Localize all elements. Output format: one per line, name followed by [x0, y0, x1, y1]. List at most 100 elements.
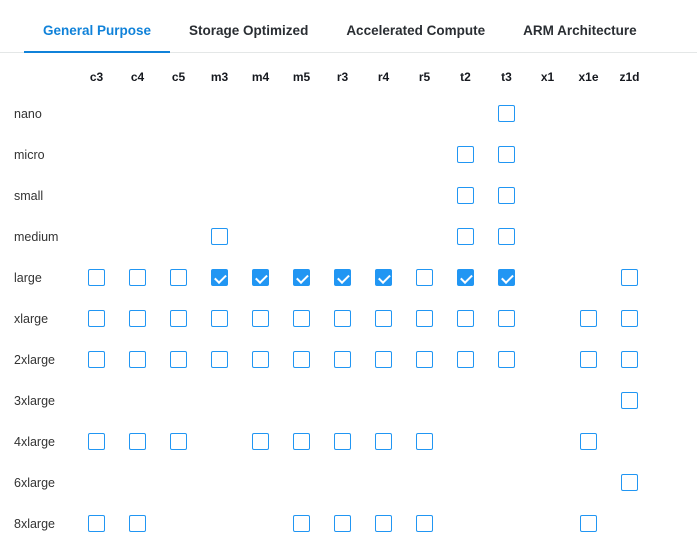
checkbox-r3-2xlarge[interactable] — [334, 351, 351, 368]
checkbox-m5-2xlarge[interactable] — [293, 351, 310, 368]
checkbox-r5-4xlarge[interactable] — [416, 433, 433, 450]
checkbox-c3-2xlarge[interactable] — [88, 351, 105, 368]
checkbox-c3-xlarge[interactable] — [88, 310, 105, 327]
checkbox-m3-xlarge[interactable] — [211, 310, 228, 327]
checkbox-c4-large[interactable] — [129, 269, 146, 286]
cell-r4-medium — [363, 216, 404, 257]
matrix-row-nano: nano — [14, 93, 697, 134]
checkbox-x1e-2xlarge[interactable] — [580, 351, 597, 368]
cell-x1-micro — [527, 134, 568, 175]
tab-arm-architecture[interactable]: ARM Architecture — [523, 23, 637, 38]
checkbox-r4-2xlarge[interactable] — [375, 351, 392, 368]
checkbox-z1d-3xlarge[interactable] — [621, 392, 638, 409]
checkbox-c3-large[interactable] — [88, 269, 105, 286]
checkbox-c5-xlarge[interactable] — [170, 310, 187, 327]
column-header-m3: m3 — [210, 70, 229, 84]
checkbox-t2-xlarge[interactable] — [457, 310, 474, 327]
checkbox-r4-xlarge[interactable] — [375, 310, 392, 327]
tab-accelerated-compute[interactable]: Accelerated Compute — [346, 23, 486, 38]
checkbox-r3-xlarge[interactable] — [334, 310, 351, 327]
checkbox-t2-micro[interactable] — [457, 146, 474, 163]
checkbox-m4-large[interactable] — [252, 269, 269, 286]
checkbox-x1e-xlarge[interactable] — [580, 310, 597, 327]
checkbox-z1d-2xlarge[interactable] — [621, 351, 638, 368]
row-label-8xlarge: 8xlarge — [14, 516, 55, 531]
cell-m5-small — [281, 175, 322, 216]
cell-r5-micro — [404, 134, 445, 175]
checkbox-c5-2xlarge[interactable] — [170, 351, 187, 368]
checkbox-t2-small[interactable] — [457, 187, 474, 204]
matrix-row-4xlarge: 4xlarge — [14, 421, 697, 462]
checkbox-r4-8xlarge[interactable] — [375, 515, 392, 532]
checkbox-m4-4xlarge[interactable] — [252, 433, 269, 450]
cell-m5-micro — [281, 134, 322, 175]
checkbox-r3-4xlarge[interactable] — [334, 433, 351, 450]
checkbox-r5-8xlarge[interactable] — [416, 515, 433, 532]
checkbox-t2-large[interactable] — [457, 269, 474, 286]
cell-c5-medium — [158, 216, 199, 257]
checkbox-m5-xlarge[interactable] — [293, 310, 310, 327]
checkbox-t3-xlarge[interactable] — [498, 310, 515, 327]
cell-c3-3xlarge — [76, 380, 117, 421]
checkbox-c4-4xlarge[interactable] — [129, 433, 146, 450]
checkbox-r5-large[interactable] — [416, 269, 433, 286]
checkbox-c5-4xlarge[interactable] — [170, 433, 187, 450]
checkbox-c4-xlarge[interactable] — [129, 310, 146, 327]
checkbox-m5-large[interactable] — [293, 269, 310, 286]
tab-storage-optimized[interactable]: Storage Optimized — [189, 23, 309, 38]
checkbox-r4-4xlarge[interactable] — [375, 433, 392, 450]
cell-r4-4xlarge — [363, 421, 404, 462]
checkbox-m3-2xlarge[interactable] — [211, 351, 228, 368]
checkbox-t2-medium[interactable] — [457, 228, 474, 245]
checkbox-r4-large[interactable] — [375, 269, 392, 286]
checkbox-z1d-large[interactable] — [621, 269, 638, 286]
cell-m5-nano — [281, 93, 322, 134]
cell-z1d-xlarge — [609, 298, 650, 339]
cell-x1-2xlarge — [527, 339, 568, 380]
row-label-4xlarge: 4xlarge — [14, 434, 55, 449]
cell-m4-medium — [240, 216, 281, 257]
cell-m5-medium — [281, 216, 322, 257]
cell-m4-micro — [240, 134, 281, 175]
cell-c3-nano — [76, 93, 117, 134]
checkbox-m3-large[interactable] — [211, 269, 228, 286]
checkbox-m4-xlarge[interactable] — [252, 310, 269, 327]
cell-x1e-micro — [568, 134, 609, 175]
cell-c4-3xlarge — [117, 380, 158, 421]
checkbox-t3-medium[interactable] — [498, 228, 515, 245]
checkbox-r5-2xlarge[interactable] — [416, 351, 433, 368]
column-header-c4: c4 — [130, 70, 145, 84]
checkbox-x1e-8xlarge[interactable] — [580, 515, 597, 532]
checkbox-x1e-4xlarge[interactable] — [580, 433, 597, 450]
checkbox-c4-8xlarge[interactable] — [129, 515, 146, 532]
checkbox-c3-4xlarge[interactable] — [88, 433, 105, 450]
checkbox-m5-4xlarge[interactable] — [293, 433, 310, 450]
tab-general-purpose[interactable]: General Purpose — [24, 8, 171, 53]
checkbox-c5-large[interactable] — [170, 269, 187, 286]
checkbox-z1d-xlarge[interactable] — [621, 310, 638, 327]
checkbox-t3-large[interactable] — [498, 269, 515, 286]
cell-m3-nano — [199, 93, 240, 134]
cell-t3-nano — [486, 93, 527, 134]
checkbox-m5-8xlarge[interactable] — [293, 515, 310, 532]
matrix-row-2xlarge: 2xlarge — [14, 339, 697, 380]
cell-x1-small — [527, 175, 568, 216]
checkbox-c3-8xlarge[interactable] — [88, 515, 105, 532]
checkbox-r3-large[interactable] — [334, 269, 351, 286]
checkbox-r3-8xlarge[interactable] — [334, 515, 351, 532]
checkbox-t3-nano[interactable] — [498, 105, 515, 122]
column-header-r3: r3 — [336, 70, 349, 84]
checkbox-m4-2xlarge[interactable] — [252, 351, 269, 368]
matrix-row-8xlarge: 8xlarge — [14, 503, 697, 544]
checkbox-c4-2xlarge[interactable] — [129, 351, 146, 368]
checkbox-z1d-6xlarge[interactable] — [621, 474, 638, 491]
checkbox-t2-2xlarge[interactable] — [457, 351, 474, 368]
checkbox-r5-xlarge[interactable] — [416, 310, 433, 327]
checkbox-t3-micro[interactable] — [498, 146, 515, 163]
matrix-row-6xlarge: 6xlarge — [14, 462, 697, 503]
cell-t3-2xlarge — [486, 339, 527, 380]
checkbox-t3-2xlarge[interactable] — [498, 351, 515, 368]
checkbox-t3-small[interactable] — [498, 187, 515, 204]
cell-m5-large — [281, 257, 322, 298]
checkbox-m3-medium[interactable] — [211, 228, 228, 245]
